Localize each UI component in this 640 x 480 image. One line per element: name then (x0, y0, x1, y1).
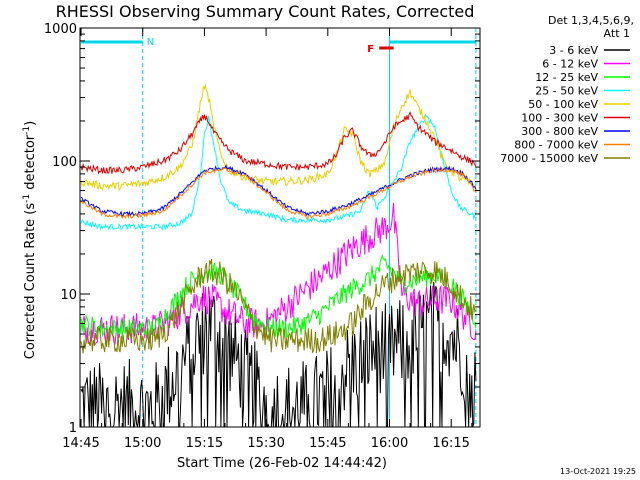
y-tick-label: 10 (60, 288, 77, 303)
x-tick-label: 16:15 (432, 436, 469, 451)
series-line-1 (80, 202, 477, 346)
y-axis-label: Corrected Count Rate (s-1 detector-1) (22, 121, 38, 359)
legend-label-3: 25 - 50 keV (535, 85, 598, 98)
legend-label-0: 3 - 6 keV (549, 44, 598, 57)
legend-label-8: 7000 - 15000 keV (500, 152, 598, 165)
legend-label-1: 6 - 12 keV (542, 58, 598, 71)
axes: 14:45 15:00 15:15 15:30 15:45 16:00 16:15 1 10 10… (44, 22, 480, 451)
series-line-0 (80, 281, 477, 428)
legend-label-5: 100 - 300 keV (521, 112, 598, 125)
detector-label-2: Att 1 (604, 27, 630, 40)
series-line-6 (80, 164, 477, 217)
legend-label-2: 12 - 25 keV (535, 71, 598, 84)
x-tick-label: 16:00 (371, 436, 408, 451)
x-tick-label: 15:15 (186, 436, 223, 451)
flare-annotation: F (367, 44, 374, 55)
legend-label-6: 300 - 800 keV (521, 125, 598, 138)
plot-layers: NF (80, 28, 477, 428)
legend-label-4: 50 - 100 keV (528, 98, 598, 111)
series-line-4 (80, 83, 477, 192)
y-tick-label: 1000 (44, 22, 77, 37)
x-tick-label: 14:45 (62, 436, 99, 451)
y-tick-label: 100 (52, 155, 77, 170)
x-tick-label: 15:30 (247, 436, 284, 451)
series-line-5 (80, 111, 477, 175)
legend-label-7: 800 - 7000 keV (514, 139, 598, 152)
plot-frame (79, 27, 481, 428)
x-axis-label: Start Time (26-Feb-02 14:44:42) (177, 456, 387, 471)
series-line-8 (80, 258, 477, 354)
x-tick-label: 15:00 (124, 436, 161, 451)
series-line-3 (80, 113, 477, 231)
x-tick-label: 15:45 (309, 436, 346, 451)
footer-timestamp: 13-Oct-2021 19:25 (560, 467, 636, 476)
chart-title: RHESSI Observing Summary Count Rates, Co… (56, 2, 475, 21)
night-annotation: N (147, 37, 154, 48)
series-line-7 (80, 167, 477, 220)
detector-label-1: Det 1,3,4,5,6,9, (548, 14, 634, 27)
y-tick-label: 1 (69, 421, 77, 436)
